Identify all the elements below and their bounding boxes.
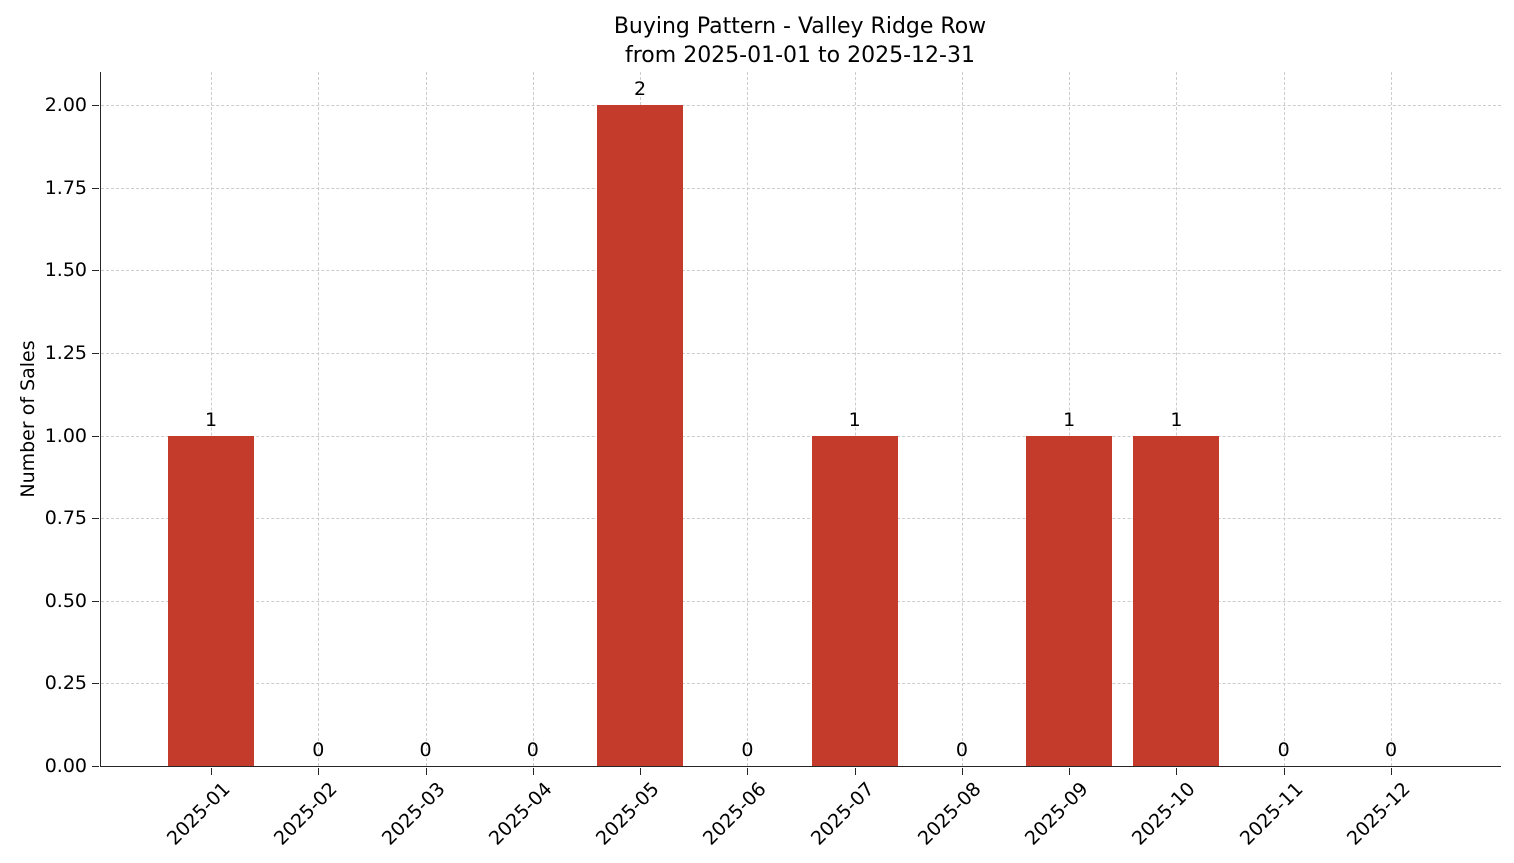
bar-2025-09 [1026, 435, 1113, 766]
bar-value-label-2025-01: 1 [204, 408, 218, 431]
chart-title-line2: from 2025-01-01 to 2025-12-31 [625, 43, 975, 68]
bar-2025-05 [597, 105, 684, 766]
gridline-horizontal [101, 683, 1501, 685]
gridline-vertical [1069, 72, 1071, 766]
x-tick-mark [747, 768, 749, 775]
bar-value-label-2025-08: 0 [955, 739, 968, 761]
x-tick-label-text: 2025-03 [377, 778, 450, 850]
y-tick-label: 0.75 [44, 507, 87, 530]
gridline-vertical [532, 72, 534, 766]
x-tick-mark [1391, 768, 1392, 775]
x-tick-mark [318, 768, 320, 775]
x-tick-mark [211, 768, 212, 775]
x-tick-label-text: 2025-09 [1021, 778, 1093, 850]
gridline-horizontal [101, 270, 1501, 272]
gridline-horizontal [101, 187, 1501, 189]
gridline-vertical [854, 72, 856, 766]
bar-value-label-2025-07: 1 [848, 408, 861, 431]
bar-value-label-2025-05: 2 [634, 78, 647, 101]
x-tick-mark [640, 768, 642, 775]
y-tick-mark [92, 766, 99, 767]
gridline-vertical [425, 72, 427, 766]
x-tick-label-text: 2025-12 [1342, 778, 1415, 850]
bar-value-label-2025-04: 0 [526, 739, 539, 761]
y-tick-label: 0.25 [44, 672, 87, 695]
x-tick-label-text: 2025-01 [162, 778, 235, 850]
plot-area: 0.00 0.25 0.50 0.75 1.00 1.25 1.50 1.75 2.00 1 202… [45, 72, 1501, 850]
x-tick-label-text: 2025-10 [1128, 778, 1201, 850]
x-tick-mark [425, 768, 427, 775]
gridline-vertical [211, 72, 212, 766]
x-tick-label-text: 2025-06 [699, 778, 771, 850]
bar-value-label-2025-10: 1 [1170, 408, 1183, 431]
x-tick-mark [961, 768, 963, 775]
y-tick-label: 2.00 [44, 94, 87, 117]
y-tick-mark [92, 683, 99, 685]
gridline-vertical [961, 72, 963, 766]
y-tick-label: 0.50 [44, 589, 87, 612]
y-tick-mark [92, 187, 99, 189]
gridline-horizontal [101, 518, 1501, 520]
x-tick-mark [1069, 768, 1071, 775]
y-tick-label: 1.50 [44, 259, 87, 282]
x-tick-label-text: 2025-07 [806, 778, 879, 850]
x-tick-label-text: 2025-08 [913, 778, 986, 850]
x-tick-mark [1176, 768, 1178, 775]
gridline-vertical [747, 72, 749, 766]
y-axis-label: Number of Sales [17, 340, 39, 498]
x-tick-mark [532, 768, 534, 775]
y-tick-label: 1.75 [44, 176, 87, 199]
bar-value-label-2025-11: 0 [1277, 739, 1290, 761]
x-tick-label-text: 2025-11 [1235, 778, 1308, 850]
chart-title-line1: Buying Pattern - Valley Ridge Row [613, 14, 987, 39]
chart-title: Buying Pattern - Valley Ridge Row from 2… [100, 12, 1500, 70]
gridline-vertical [1176, 72, 1178, 766]
bar-2025-07 [811, 435, 898, 766]
x-tick-mark [854, 768, 856, 775]
bar-value-label-2025-02: 0 [312, 739, 325, 761]
x-tick-mark [1283, 768, 1285, 775]
x-tick-label-text: 2025-02 [270, 778, 342, 850]
gridline-vertical [1391, 72, 1392, 766]
gridline-vertical [1283, 72, 1285, 766]
bar-value-label-2025-03: 0 [419, 739, 432, 761]
y-tick-label: 1.25 [44, 341, 87, 364]
gridline-horizontal [101, 352, 1501, 354]
y-tick-mark [92, 270, 99, 272]
gridline-horizontal [101, 435, 1501, 437]
bar-value-label-2025-06: 0 [741, 739, 754, 761]
y-tick-mark [92, 105, 99, 107]
bar-value-label-2025-09: 1 [1063, 408, 1076, 431]
gridline-horizontal [101, 105, 1501, 107]
y-tick-mark [92, 435, 99, 437]
bar-2025-10 [1133, 435, 1220, 766]
y-tick-mark [92, 600, 99, 602]
y-tick-label: 1.00 [44, 424, 87, 447]
gridline-vertical [318, 72, 320, 766]
x-tick-label-text: 2025-05 [591, 778, 664, 850]
y-tick-label: 0.00 [44, 755, 87, 777]
bar-value-label-2025-12: 0 [1384, 739, 1398, 761]
y-tick-mark [92, 518, 99, 520]
gridline-horizontal [101, 600, 1501, 602]
x-tick-label-text: 2025-04 [484, 778, 557, 850]
y-tick-mark [92, 352, 99, 354]
bar-2025-01 [168, 435, 254, 766]
